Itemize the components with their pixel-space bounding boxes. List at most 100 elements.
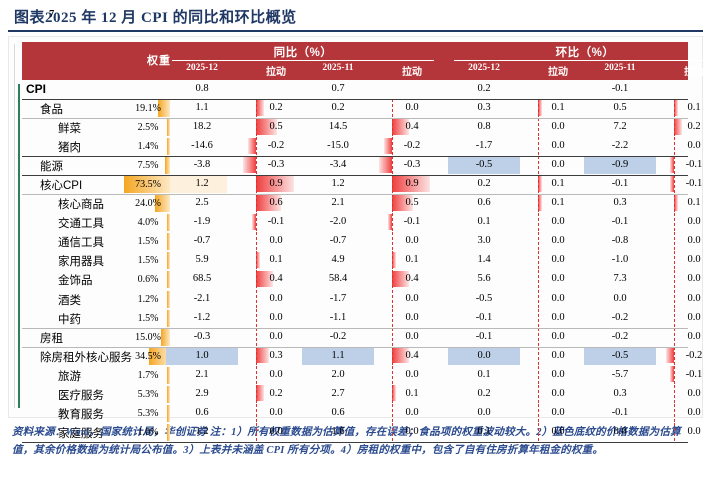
- cell-yoy_nov_pull: 0.0: [405, 292, 419, 304]
- cell-yoy_nov_pull: -0.1: [403, 216, 421, 228]
- table-row: 猪肉 1.4% -14.6 -0.2 -15.0 -0.2 -1.7 0.0 -2.2 0.0: [22, 137, 701, 157]
- weight-value: 2.5%: [137, 122, 159, 134]
- cell-yoy_dec: 1.2: [195, 178, 209, 190]
- cell-yoy_nov: -0.2: [329, 330, 347, 342]
- cell-yoy_dec_pull: -0.3: [267, 159, 285, 171]
- row-divider: [22, 99, 688, 101]
- table-row: 能源 7.5% -3.8 -0.3 -3.4 -0.3 -0.5 0.0 -0.9 -0.1: [22, 156, 702, 176]
- pull-zero-axis: [538, 289, 539, 309]
- pull-zero-axis: [392, 137, 393, 157]
- weight-value: 1.5%: [137, 236, 159, 248]
- pull-bar: [256, 175, 294, 192]
- weight-value: 1.7%: [137, 369, 159, 381]
- cell-yoy_dec: 0.6: [195, 406, 209, 418]
- pull-zero-axis: [538, 346, 539, 366]
- pull-bar: [665, 347, 674, 364]
- cell-yoy_dec: -2.1: [193, 292, 211, 304]
- cell-yoy_dec_pull: 0.2: [269, 102, 283, 114]
- pull-zero-axis: [256, 327, 257, 347]
- weight-bar-track: [22, 423, 170, 441]
- cell-mom_dec: 0.8: [477, 121, 491, 133]
- title-main: 2025 年 12 月 CPI 的同比和环比概览: [45, 10, 297, 26]
- cell-mom_dec_pull: 0.0: [551, 254, 565, 266]
- cell-yoy_dec: 1.0: [195, 349, 209, 361]
- pull-zero-axis: [392, 327, 393, 347]
- weight-value: 5.3%: [137, 407, 159, 419]
- weight-value: 73.5%: [135, 179, 161, 191]
- cell-mom_dec: 0.1: [477, 425, 491, 437]
- weight-bar: [167, 271, 170, 289]
- cell-yoy_dec: -0.7: [193, 235, 211, 247]
- cell-mom_dec: 0.1: [477, 216, 491, 228]
- pull-bar: [392, 118, 409, 135]
- pull-zero-axis: [392, 99, 393, 119]
- weight-value: 19.1%: [135, 103, 161, 115]
- row-label: 酒类: [58, 294, 81, 307]
- cell-mom_dec_pull: 0.1: [551, 102, 565, 114]
- cell-mom_dec: 0.0: [477, 406, 491, 418]
- pull-zero-axis: [674, 422, 675, 442]
- cell-yoy_nov: 0.7: [331, 83, 345, 94]
- weight-value: 5.3%: [137, 388, 159, 400]
- pull-zero-axis: [674, 403, 675, 423]
- figure-title: 图表 7 2025 年 12 月 CPI 的同比和环比概览: [14, 6, 701, 30]
- cell-mom_dec_pull: 0.0: [551, 292, 565, 304]
- pull-bar: [251, 213, 256, 230]
- estimated-value-highlight: [448, 157, 520, 175]
- weight-value: 24.0%: [135, 198, 161, 210]
- estimated-value-highlight: [584, 347, 656, 365]
- cell-mom_dec_pull: 0.0: [551, 273, 565, 285]
- cell-mom_dec_pull: 0.0: [551, 235, 565, 247]
- pull-zero-axis: [256, 384, 257, 404]
- cell-mom_nov: -0.2: [611, 330, 629, 342]
- weight-bar-track: [22, 138, 170, 156]
- cell-mom_nov_pull: -0.1: [685, 178, 703, 190]
- pull-zero-axis: [538, 251, 539, 271]
- cell-mom_dec: -0.5: [475, 292, 493, 304]
- cell-yoy_dec_pull: 0.0: [269, 368, 283, 380]
- weight-value: 34.5%: [135, 350, 161, 362]
- cell-yoy_dec_pull: -0.1: [267, 216, 285, 228]
- row-divider: [22, 327, 688, 329]
- cell-mom_dec: 0.0: [477, 349, 491, 361]
- pull-zero-axis: [256, 422, 257, 442]
- cell-mom_nov: -0.5: [611, 349, 629, 361]
- pull-zero-axis: [674, 308, 675, 328]
- pull-bar: [256, 118, 277, 135]
- pull-zero-axis: [674, 327, 675, 347]
- cell-yoy_nov_pull: 0.0: [405, 102, 419, 114]
- cell-yoy_nov: 58.4: [328, 273, 348, 285]
- pull-zero-axis: [538, 403, 539, 423]
- table-row: CPI 0.8 0.7 0.2 -0.1: [22, 80, 688, 99]
- cell-yoy_nov_pull: 0.0: [405, 425, 419, 437]
- title-number: 7: [49, 9, 55, 20]
- pull-zero-axis: [392, 289, 393, 309]
- pull-zero-axis: [674, 384, 675, 404]
- pull-bar: [392, 175, 430, 192]
- row-label: 除房租外核心服务: [40, 351, 132, 364]
- pull-zero-axis: [538, 118, 539, 138]
- cell-mom_nov_pull: 0.0: [687, 216, 701, 228]
- pull-zero-axis: [256, 118, 257, 138]
- table-left-rule: [14, 44, 15, 408]
- cell-yoy_dec_pull: 0.0: [269, 406, 283, 418]
- cell-mom_nov: -0.1: [611, 406, 629, 418]
- cell-mom_nov_pull: 0.0: [687, 254, 701, 266]
- row-label: 旅游: [58, 370, 81, 383]
- table-row: 核心商品 24.0% 2.5 0.6 2.1 0.5 0.6 0.1 0.3 0.1: [22, 194, 701, 214]
- table-row: 中药 1.5% -1.2 0.0 -1.1 0.0 -0.1 0.0 -0.2 0.0: [22, 308, 701, 328]
- cell-yoy_dec_pull: 0.4: [269, 273, 283, 285]
- cell-mom_dec: 0.2: [477, 387, 491, 399]
- pull-bar: [256, 194, 282, 211]
- table-left-accent: [18, 84, 20, 408]
- cell-yoy_nov: 0.6: [331, 406, 345, 418]
- pull-zero-axis: [392, 175, 393, 195]
- cell-mom_nov: -0.1: [611, 178, 629, 190]
- pull-bar: [669, 156, 674, 173]
- cell-mom_nov: -0.1: [611, 83, 629, 94]
- pull-zero-axis: [256, 289, 257, 309]
- estimated-value-highlight: [584, 157, 656, 175]
- weight-value: 4.0%: [137, 217, 159, 229]
- cell-mom_dec_pull: 0.0: [551, 368, 565, 380]
